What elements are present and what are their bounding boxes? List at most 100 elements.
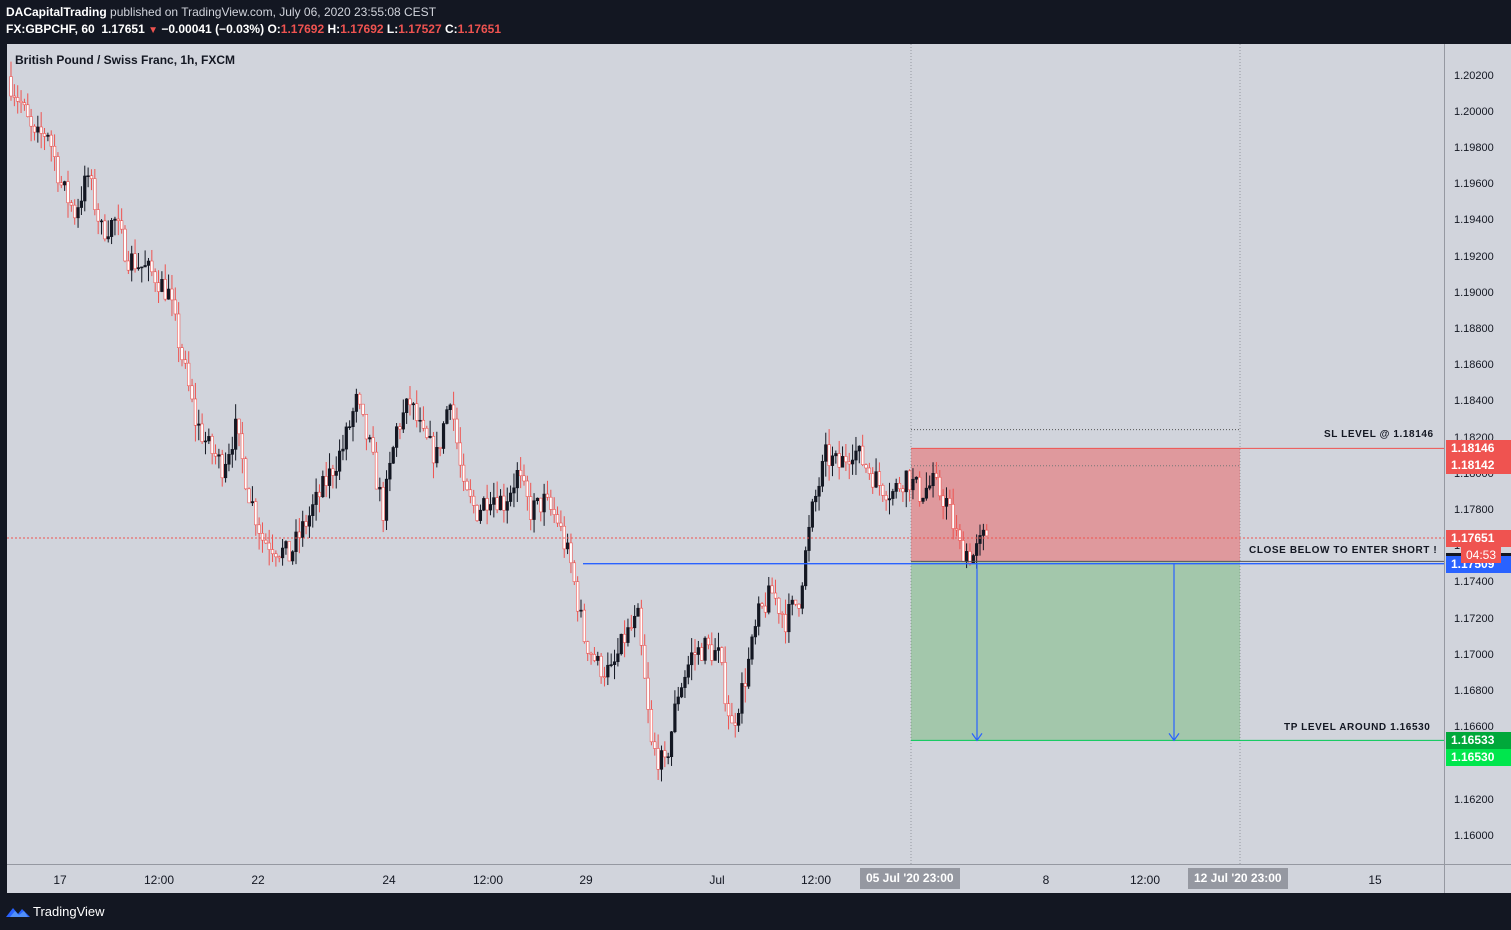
candle-body [435,447,439,464]
arrow-head [1168,733,1180,742]
candle-body [961,540,965,563]
candle-body [220,454,224,479]
candle-body [203,440,208,443]
price-tick-label: 1.19400 [1454,214,1494,227]
tp-annotation[interactable]: TP LEVEL AROUND 1.16530 [1284,722,1431,733]
low-value: 1.17527 [398,22,442,36]
candle-body [753,626,757,638]
candle-body [807,526,811,551]
candle-body [425,427,429,438]
open-label: O: [267,22,281,36]
time-tick-label: 29 [579,873,593,887]
candle-body [713,650,717,661]
candle-body [958,529,962,541]
candle-body [448,404,452,410]
last-value: 1.17651 [101,22,145,36]
candle-body [944,498,949,507]
price-axis[interactable]: 1.20200 1.20000 1.19800 1.19600 1.19400 1.192… [1444,44,1511,864]
chart-pane[interactable]: British Pound / Swiss Franc, 1h, FXCM SL… [7,44,1444,864]
price-tick-label: 1.16000 [1454,829,1494,842]
candle-body [274,553,278,558]
candle-body [250,501,255,504]
candle-body [683,676,687,688]
candle-body [894,483,898,492]
candle-body [824,444,828,462]
candle-body [431,435,436,464]
candle-body [820,461,825,487]
countdown-label: 04:53 [1461,547,1501,563]
candle-body [180,347,184,361]
candle-body [207,436,211,442]
candle-body [673,703,677,733]
author[interactable]: DACapitalTrading [6,5,107,19]
candle-body [394,426,399,448]
candle-body [857,445,861,452]
candle-body [844,456,848,463]
candle-body [408,398,412,406]
candle-body [653,741,657,749]
price-label-tp2: 1.16530 [1446,749,1511,767]
candle-body [760,603,764,607]
candle-body [126,260,130,271]
price-tick-label: 1.19000 [1454,286,1494,299]
candle-body [720,647,724,663]
candle-body [237,418,241,435]
candle-body [324,476,328,486]
candle-body [438,447,442,449]
candle-body [643,645,647,679]
candle-body [16,97,20,102]
ticker[interactable]: FX:GBPCHF, 60 [6,22,95,36]
candle-body [951,504,955,529]
candle-body [941,495,945,507]
candle-body [22,102,27,106]
candle-body [783,614,788,633]
candle-body [120,220,124,230]
candle-body [32,125,37,133]
candle-body [978,535,982,544]
time-tick-label: 22 [251,873,265,887]
candle-body [86,175,90,178]
published-info: published on TradingView.com, July 06, 2… [110,5,437,19]
price-label-sl1: 1.18146 [1446,440,1511,458]
candle-body [502,495,506,511]
plot-svg[interactable] [7,44,1444,864]
price-tick-label: 1.18800 [1454,323,1494,335]
candle-body [421,419,426,429]
candle-body [358,393,362,405]
candle-body [797,603,801,609]
candle-body [498,495,503,511]
candle-body [763,605,768,613]
candle-body [495,497,499,511]
candle-body [106,236,110,240]
high-value: 1.17692 [340,22,384,36]
time-marker-label: 12 Jul '20 23:00 [1188,868,1288,889]
candle-body [183,359,187,364]
candle-body [89,175,94,179]
candle-body [676,696,680,705]
candle-body [736,713,741,726]
sl-annotation[interactable]: SL LEVEL @ 1.18146 [1324,429,1434,440]
candle-body [146,260,151,266]
time-axis[interactable]: 17 12:00 22 24 12:00 29 Jul 12:00 8 12:00 15 05 Jul… [7,864,1444,894]
candle-body [371,437,375,453]
close-annotation[interactable]: CLOSE BELOW TO ENTER SHORT ! [1249,545,1438,556]
candle-body [985,529,989,537]
candle-body [277,556,281,559]
candle-body [217,454,221,457]
candle-body [388,462,392,480]
candle-body [874,471,878,488]
reward-zone [911,561,1240,741]
candle-body [301,521,305,538]
risk-zone [911,448,1240,562]
price-tick-label: 1.19200 [1454,250,1494,263]
brand-name[interactable]: TradingView [33,904,105,919]
open-value: 1.17692 [280,22,325,36]
candle-body [223,463,228,479]
price-tick-label: 1.16800 [1454,685,1494,698]
candle-body [817,485,821,497]
tradingview-logo-icon [6,908,30,917]
candle-body [975,543,979,556]
time-tick-label: 8 [1042,873,1050,887]
candle-body [646,677,650,710]
candle-body [39,126,43,134]
